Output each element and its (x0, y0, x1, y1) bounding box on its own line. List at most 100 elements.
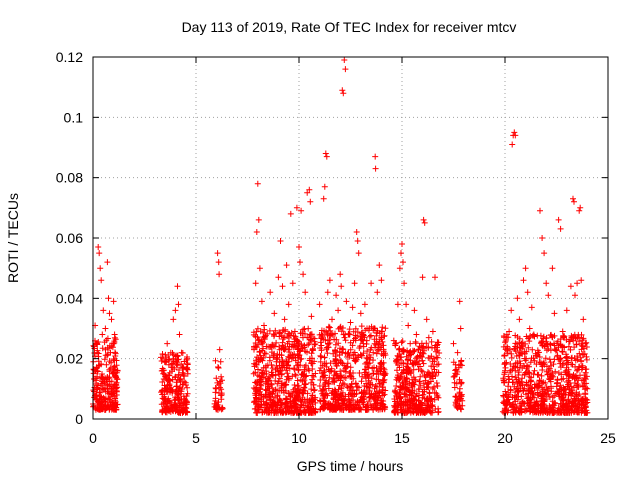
data-point (566, 389, 573, 396)
data-point (501, 371, 508, 378)
data-point (182, 379, 189, 386)
data-point (347, 319, 354, 326)
data-point (540, 401, 547, 407)
data-point (299, 371, 306, 378)
data-point (346, 354, 352, 360)
data-point (528, 304, 535, 311)
data-point (160, 367, 167, 374)
data-point (418, 367, 425, 374)
data-point (398, 398, 405, 405)
data-point (502, 338, 509, 344)
data-point (366, 387, 373, 394)
data-point (426, 389, 433, 396)
data-point (518, 409, 525, 416)
data-point (531, 367, 538, 374)
data-point (398, 406, 405, 413)
data-point (96, 250, 103, 257)
data-point (527, 408, 534, 415)
data-point (344, 360, 351, 367)
data-point (381, 366, 388, 373)
data-point (296, 244, 302, 250)
data-point (421, 400, 428, 407)
data-point (410, 380, 417, 387)
data-point (297, 376, 304, 383)
data-point (523, 379, 530, 386)
data-point (558, 376, 565, 383)
data-point (271, 331, 278, 338)
data-point (161, 358, 168, 365)
data-point (262, 404, 268, 411)
data-point (342, 66, 349, 73)
data-point (255, 341, 262, 348)
data-point (423, 372, 430, 378)
data-point (322, 383, 329, 390)
data-point (266, 393, 273, 400)
data-point (255, 336, 262, 343)
data-point (370, 349, 377, 356)
data-point (102, 325, 109, 332)
data-point (325, 323, 332, 330)
data-point (528, 378, 535, 385)
data-point (373, 365, 380, 371)
data-point (509, 373, 515, 380)
data-point (308, 350, 315, 357)
data-point (307, 198, 314, 205)
data-point (91, 343, 97, 350)
data-point (287, 399, 294, 406)
data-point (105, 295, 112, 302)
data-point (394, 367, 400, 374)
data-point (292, 372, 299, 379)
data-point (94, 367, 101, 374)
data-point (509, 366, 516, 373)
data-point (557, 225, 564, 232)
data-point (564, 357, 571, 364)
data-point (580, 335, 587, 342)
data-point (327, 327, 334, 334)
y-tick-label: 0 (75, 411, 83, 427)
data-point (348, 373, 355, 380)
data-point (512, 389, 519, 396)
data-point (110, 369, 117, 376)
y-tick-label: 0.02 (56, 351, 83, 367)
data-point (301, 366, 308, 373)
data-point (265, 343, 272, 350)
data-point (554, 338, 561, 345)
data-point (270, 398, 277, 405)
data-point (582, 390, 589, 397)
data-point (276, 359, 283, 366)
data-point (215, 365, 222, 371)
y-tick-label: 0.06 (56, 230, 83, 246)
data-point (574, 404, 581, 411)
y-tick-label: 0.04 (56, 290, 83, 306)
data-point (99, 331, 106, 338)
data-point (433, 380, 440, 386)
data-point (429, 344, 435, 351)
data-point (288, 390, 295, 397)
data-point (397, 395, 404, 402)
data-point (325, 381, 332, 387)
data-point (337, 368, 344, 375)
data-point (169, 389, 176, 396)
data-point (541, 250, 548, 257)
data-point (507, 386, 514, 393)
data-point (399, 380, 406, 387)
data-point (292, 388, 299, 395)
data-point (268, 381, 275, 388)
data-point (416, 386, 423, 392)
data-point (322, 150, 329, 157)
data-point (304, 189, 311, 196)
data-point (298, 207, 305, 214)
data-point (559, 348, 566, 355)
data-point (166, 398, 173, 405)
data-point (359, 337, 366, 344)
data-point (263, 399, 270, 406)
data-point (512, 332, 519, 339)
data-point (545, 345, 552, 352)
data-point (274, 402, 281, 409)
data-point (375, 376, 382, 383)
data-point (565, 338, 572, 345)
data-point (109, 370, 116, 377)
data-point (317, 377, 324, 383)
data-point (423, 316, 430, 323)
data-point (390, 337, 397, 344)
